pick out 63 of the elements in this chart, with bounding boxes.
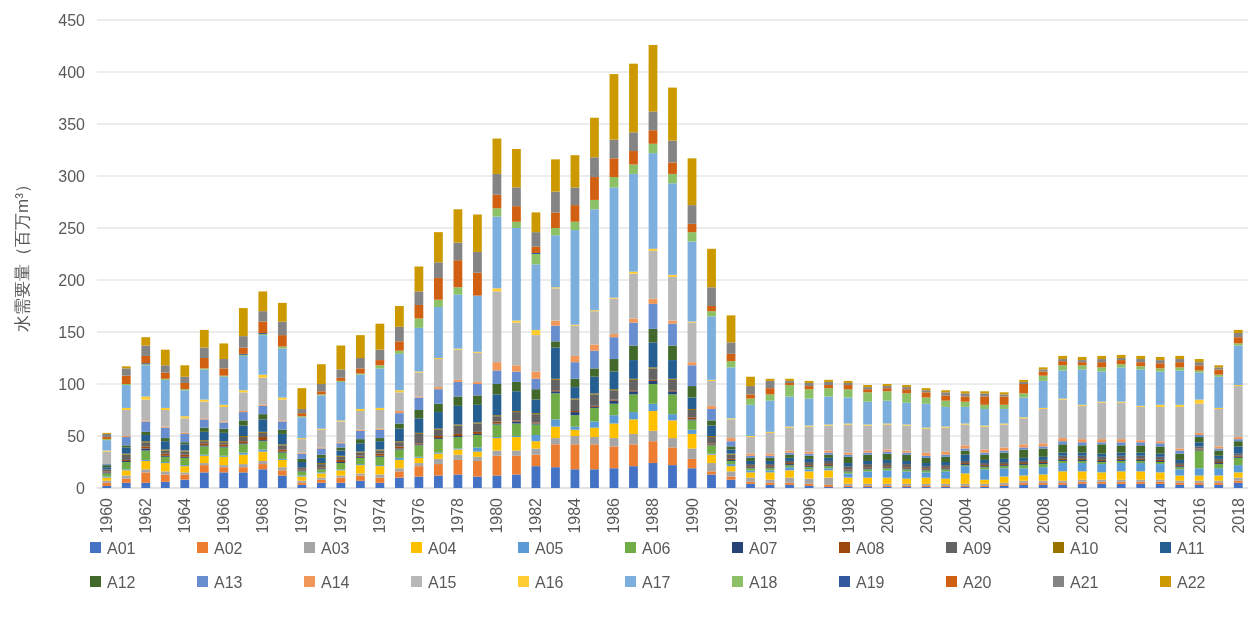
legend-label: A21 — [1070, 573, 1099, 591]
legend-label: A06 — [642, 539, 671, 557]
x-tick-label: 1978 — [449, 497, 467, 534]
x-tick-label: 1990 — [683, 497, 701, 534]
legend-label: A04 — [428, 539, 457, 557]
x-tick-label: 2018 — [1229, 497, 1247, 534]
legend-label: A03 — [321, 539, 350, 557]
y-tick-label: 150 — [58, 324, 86, 341]
legend-label: A02 — [214, 539, 243, 557]
legend-label: A11 — [1177, 539, 1205, 557]
x-tick-label: 1994 — [761, 497, 779, 534]
x-tick-label: 1988 — [644, 497, 662, 534]
legend-label: A07 — [749, 539, 778, 557]
x-tick-label: 2014 — [1151, 497, 1169, 534]
x-tick-label: 2010 — [1073, 497, 1091, 534]
x-tick-label: 2008 — [1034, 497, 1052, 534]
x-tick-label: 1982 — [527, 497, 545, 534]
x-tick-label: 1966 — [215, 497, 233, 534]
y-axis-title: 水需要量（百万m³） — [12, 176, 32, 332]
x-tick-label: 1986 — [605, 497, 623, 534]
x-tick-label: 1976 — [410, 497, 428, 534]
x-tick-label: 2004 — [956, 497, 974, 534]
x-tick-label: 2006 — [995, 497, 1013, 534]
x-tick-label: 1980 — [488, 497, 506, 534]
legend-label: A09 — [963, 539, 992, 557]
legend-label: A22 — [1177, 573, 1206, 591]
x-tick-label: 1968 — [254, 497, 272, 534]
y-tick-label: 0 — [76, 480, 86, 497]
x-tick-label: 1970 — [293, 497, 311, 534]
legend-label: A13 — [214, 573, 243, 591]
x-tick-label: 1962 — [137, 497, 155, 534]
x-tick-label: 2000 — [878, 497, 896, 534]
legend-label: A08 — [856, 539, 885, 557]
y-tick-label: 350 — [58, 116, 86, 133]
y-tick-label: 400 — [58, 64, 86, 81]
legend-label: A19 — [856, 573, 885, 591]
x-tick-label: 1974 — [371, 497, 389, 534]
legend-label: A17 — [642, 573, 671, 591]
x-tick-label: 2002 — [917, 497, 935, 534]
x-tick-label: 1992 — [722, 497, 740, 534]
legend-label: A18 — [749, 573, 778, 591]
legend-label: A12 — [107, 573, 136, 591]
legend-label: A20 — [963, 573, 992, 591]
legend-label: A01 — [107, 539, 136, 557]
x-tick-label: 1984 — [566, 497, 584, 534]
x-tick-label: 1960 — [98, 497, 116, 534]
y-tick-label: 450 — [58, 12, 86, 29]
x-tick-label: 1972 — [332, 497, 350, 534]
y-tick-label: 100 — [58, 376, 86, 393]
legend-label: A15 — [428, 573, 457, 591]
legend-label: A14 — [321, 573, 350, 591]
x-tick-label: 1964 — [176, 497, 194, 534]
y-tick-label: 250 — [58, 220, 86, 237]
x-tick-label: 1996 — [800, 497, 818, 534]
legend-label: A10 — [1070, 539, 1099, 557]
x-tick-label: 2016 — [1190, 497, 1208, 534]
legend-label: A05 — [535, 539, 564, 557]
y-tick-label: 300 — [58, 168, 86, 185]
y-tick-label: 50 — [67, 428, 86, 445]
y-tick-label: 200 — [58, 272, 86, 289]
x-tick-label: 2012 — [1112, 497, 1130, 534]
legend-label: A16 — [535, 573, 564, 591]
x-tick-label: 1998 — [839, 497, 857, 534]
